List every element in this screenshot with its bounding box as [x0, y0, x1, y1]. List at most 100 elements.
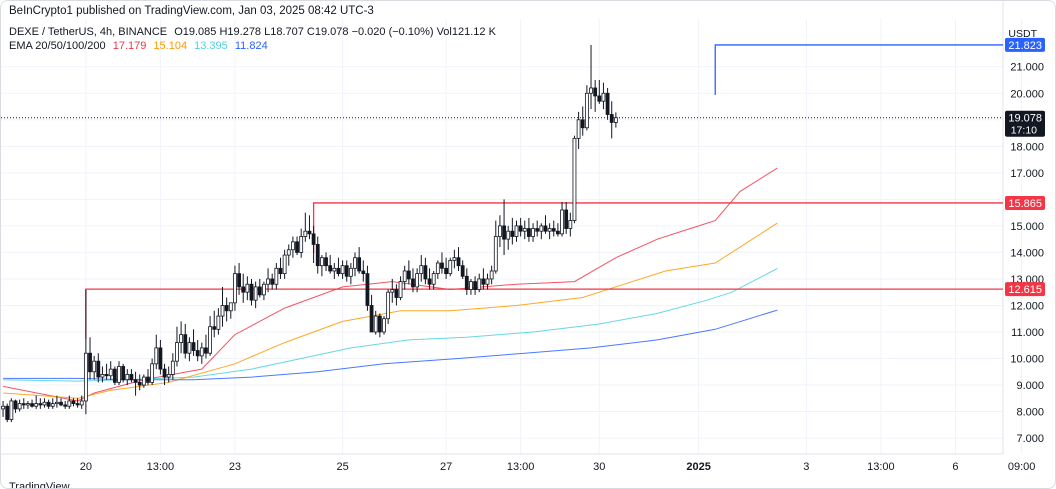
candle-body	[431, 273, 436, 285]
candle-body	[419, 265, 424, 275]
candle	[406, 260, 411, 285]
candle	[5, 403, 10, 423]
candle	[510, 217, 515, 245]
candle	[469, 278, 473, 295]
candle-body	[394, 289, 399, 298]
candle-body	[100, 374, 105, 378]
candle	[146, 369, 150, 386]
candle-body	[175, 342, 179, 362]
candle	[506, 225, 511, 250]
candle	[365, 265, 370, 311]
candle-body	[303, 230, 308, 237]
candle-body	[423, 265, 428, 280]
time-tick-label: 6	[952, 461, 958, 473]
candle	[34, 395, 39, 409]
price-tick-label: 8.000	[1016, 407, 1044, 419]
candle-body	[278, 267, 283, 275]
time-tick-label: 25	[336, 461, 348, 473]
candle	[79, 395, 84, 409]
candle-body	[319, 257, 324, 267]
candle	[154, 334, 159, 370]
candle-body	[237, 273, 241, 288]
time-tick-label: 09:00	[1008, 461, 1036, 473]
candle	[489, 265, 494, 285]
candle	[601, 82, 606, 110]
candle	[555, 223, 560, 237]
candle	[104, 363, 109, 380]
candle-body	[79, 400, 84, 406]
candle-body	[601, 92, 606, 102]
candle	[307, 215, 312, 240]
candle-body	[506, 230, 511, 240]
candle-body	[531, 228, 535, 237]
last-price-bg	[1005, 110, 1045, 137]
candle	[179, 321, 184, 354]
candle	[150, 358, 155, 386]
price-tick-label: 15.000	[1010, 221, 1044, 233]
candle-body	[5, 405, 10, 420]
candle	[597, 80, 602, 104]
candle-body	[233, 273, 237, 304]
ema-200-value: 11.824	[234, 40, 268, 52]
candle	[518, 217, 523, 237]
candle-body	[543, 225, 548, 232]
candle	[589, 44, 593, 110]
candle	[402, 265, 407, 290]
candle	[249, 278, 254, 306]
candle	[237, 263, 241, 295]
candle-body	[46, 401, 51, 407]
candle	[560, 202, 564, 237]
candle	[340, 260, 345, 279]
candle	[444, 257, 449, 279]
candle-body	[315, 244, 320, 267]
candle-body	[257, 286, 262, 296]
candle-body	[481, 278, 486, 285]
candle-body	[270, 278, 275, 285]
candle-body	[382, 318, 386, 333]
candle	[328, 255, 333, 274]
candle-body	[390, 289, 395, 293]
candle-body	[212, 326, 217, 330]
candle	[175, 326, 179, 367]
candle	[315, 236, 320, 274]
candle	[220, 286, 225, 327]
candle	[71, 398, 76, 407]
level-tag: 15.865	[1005, 195, 1045, 210]
candle	[411, 268, 415, 293]
level-tag-label: 12.615	[1008, 284, 1042, 296]
candle	[50, 398, 55, 409]
candle	[170, 353, 175, 380]
candle-body	[204, 347, 208, 354]
candle-body	[493, 236, 498, 272]
candle	[92, 355, 97, 380]
candle-body	[158, 347, 163, 370]
candle-body	[311, 233, 316, 245]
candle	[38, 398, 43, 409]
price-tick-label: 18.000	[1010, 141, 1044, 153]
candle-body	[605, 92, 610, 115]
candle-body	[50, 403, 55, 407]
candle-body	[286, 249, 291, 256]
candle	[498, 215, 502, 248]
symbol-label: DEXE / TetherUS, 4h, BINANCE	[9, 26, 168, 38]
candle	[295, 236, 299, 256]
level-tag-bg	[1005, 195, 1045, 210]
candle-body	[112, 368, 117, 383]
price-tick-label: 10.000	[1010, 354, 1044, 366]
candle-body	[228, 302, 233, 312]
price-tick-label: 9.000	[1016, 380, 1044, 392]
candle-body	[576, 119, 581, 139]
candle-body	[224, 305, 229, 312]
candle	[286, 244, 291, 266]
candle-body	[448, 259, 453, 275]
candle	[253, 281, 258, 309]
candle-body	[125, 374, 130, 381]
candle	[373, 310, 378, 335]
candle-body	[71, 400, 76, 405]
candle-body	[21, 403, 26, 406]
candle	[125, 369, 130, 386]
candle	[580, 106, 585, 136]
level-tag-bg	[1005, 282, 1045, 297]
